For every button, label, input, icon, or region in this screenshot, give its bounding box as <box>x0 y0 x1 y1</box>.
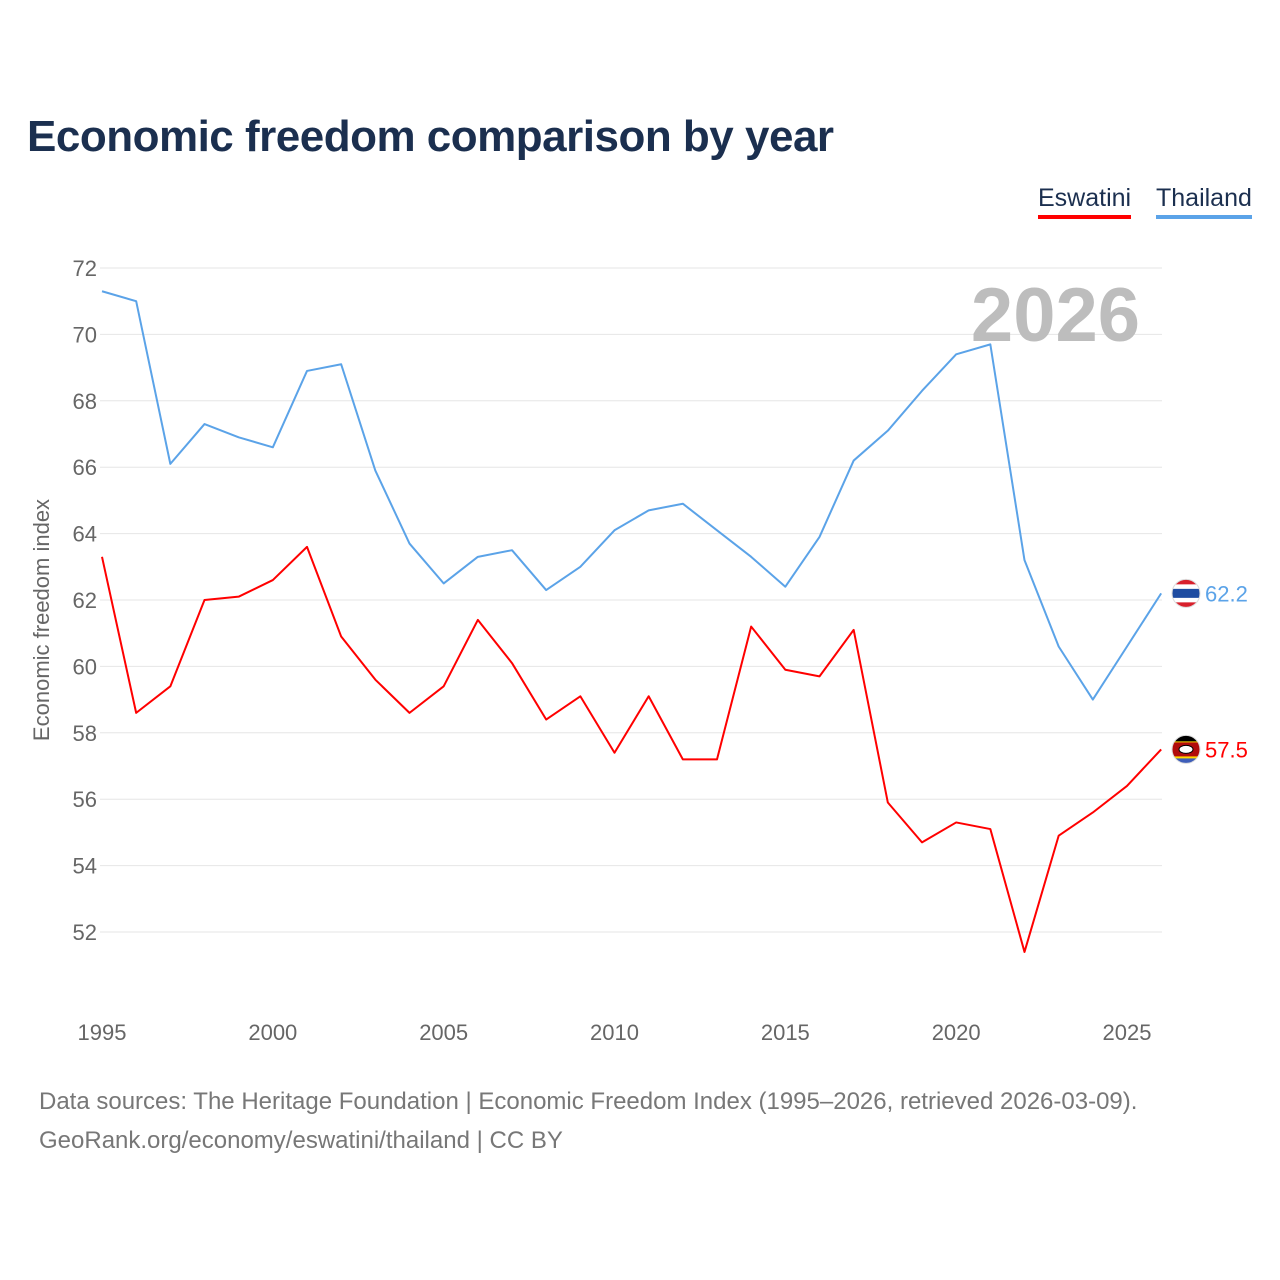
source-link[interactable]: GeoRank.org/economy/eswatini/thailand | … <box>39 1127 563 1154</box>
x-tick-label: 2000 <box>248 1020 297 1045</box>
y-tick-label: 60 <box>73 654 97 679</box>
y-tick-label: 56 <box>73 787 97 812</box>
x-tick-label: 2010 <box>590 1020 639 1045</box>
series-line-thailand <box>101 290 1163 701</box>
y-tick-label: 70 <box>73 322 97 347</box>
series-line-eswatini <box>101 545 1162 953</box>
y-tick-label: 64 <box>73 522 97 547</box>
end-label-eswatini: 57.5 <box>1205 737 1248 762</box>
x-tick-label: 1995 <box>78 1020 127 1045</box>
y-tick-label: 62 <box>73 588 97 613</box>
x-tick-label: 2005 <box>419 1020 468 1045</box>
y-tick-label: 72 <box>73 256 97 281</box>
legend-thailand[interactable]: Thailand <box>1156 184 1252 219</box>
x-tick-label: 2015 <box>761 1020 810 1045</box>
x-tick-label: 2025 <box>1103 1020 1152 1045</box>
y-tick-label: 54 <box>73 854 97 879</box>
chart-title: Economic freedom comparison by year <box>27 112 834 161</box>
data-source: Data sources: The Heritage Foundation | … <box>39 1088 1138 1115</box>
y-tick-label: 68 <box>73 389 97 414</box>
y-tick-label: 58 <box>73 721 97 746</box>
flag-eswatini-icon <box>1171 734 1201 764</box>
y-tick-label: 52 <box>73 920 97 945</box>
year-watermark: 2026 <box>971 273 1140 358</box>
end-label-thailand: 62.2 <box>1205 581 1248 606</box>
flag-thailand-icon <box>1171 578 1201 608</box>
legend-eswatini[interactable]: Eswatini <box>1038 184 1132 219</box>
x-tick-label: 2020 <box>932 1020 981 1045</box>
y-tick-label: 66 <box>73 455 97 480</box>
